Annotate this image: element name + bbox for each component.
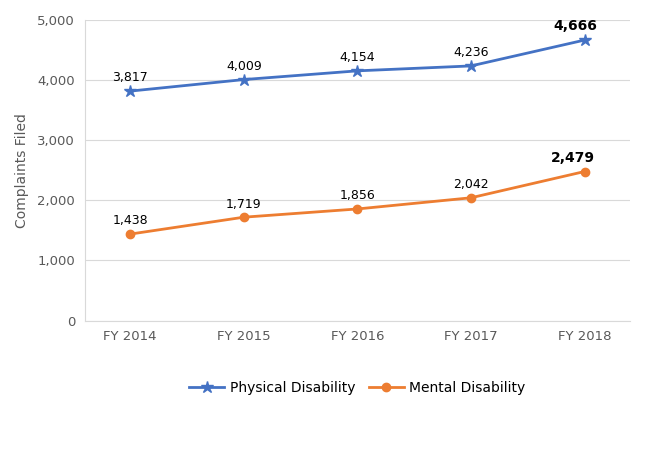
Physical Disability xyxy=(467,63,475,68)
Mental Disability xyxy=(353,206,361,211)
Physical Disability xyxy=(353,68,361,73)
Text: 4,009: 4,009 xyxy=(226,60,262,73)
Physical Disability xyxy=(126,88,134,94)
Text: 1,856: 1,856 xyxy=(339,189,375,202)
Line: Mental Disability: Mental Disability xyxy=(126,167,589,238)
Line: Physical Disability: Physical Disability xyxy=(124,34,591,97)
Text: 1,719: 1,719 xyxy=(226,198,262,211)
Text: 4,154: 4,154 xyxy=(339,51,375,64)
Physical Disability xyxy=(580,37,588,43)
Text: 1,438: 1,438 xyxy=(112,215,148,227)
Text: 2,479: 2,479 xyxy=(551,151,595,165)
Text: 4,236: 4,236 xyxy=(453,46,489,59)
Mental Disability xyxy=(580,169,588,174)
Legend: Physical Disability, Mental Disability: Physical Disability, Mental Disability xyxy=(184,376,531,400)
Text: 4,666: 4,666 xyxy=(553,19,597,33)
Mental Disability xyxy=(467,195,475,201)
Y-axis label: Complaints Filed: Complaints Filed xyxy=(15,113,29,228)
Mental Disability xyxy=(240,215,248,220)
Mental Disability xyxy=(126,231,134,237)
Text: 2,042: 2,042 xyxy=(453,178,489,191)
Physical Disability xyxy=(240,77,248,82)
Text: 3,817: 3,817 xyxy=(112,72,148,85)
